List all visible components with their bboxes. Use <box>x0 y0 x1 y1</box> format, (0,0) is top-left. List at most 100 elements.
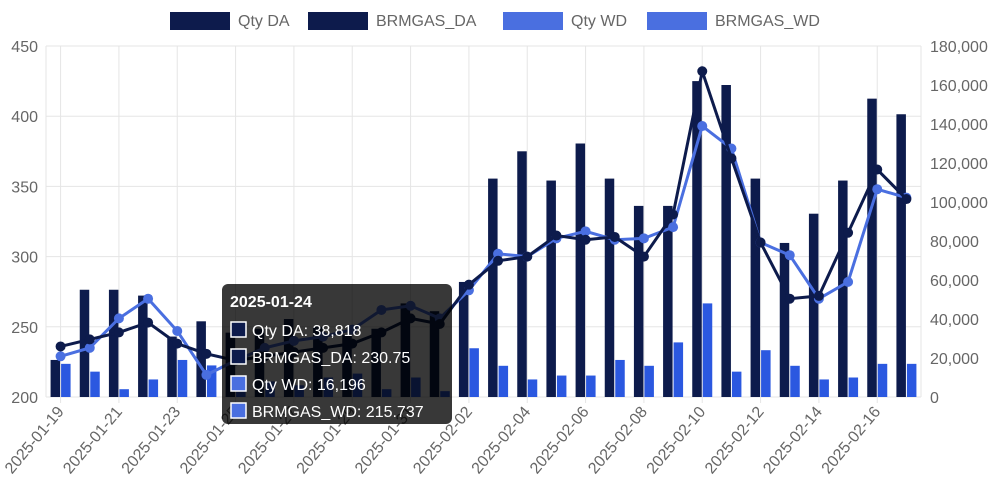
x-tick-label: 2025-01-21 <box>60 404 126 478</box>
bar-qty-da-2025-02-02 <box>458 281 469 397</box>
bar-qty-da-2025-02-11 <box>721 85 731 397</box>
x-tick-label: 2025-02-16 <box>819 404 885 478</box>
point-brmgas-da-2025-02-11 <box>726 153 737 164</box>
point-brmgas-wd-2025-02-15 <box>843 276 854 287</box>
bar-qty-da-2025-02-12 <box>750 178 761 397</box>
bar-qty-wd-2025-01-22 <box>148 379 159 397</box>
point-brmgas-da-2025-02-02 <box>463 279 474 290</box>
point-brmgas-wd-2025-02-16 <box>872 184 883 195</box>
bar-qty-da-2025-01-21 <box>108 289 119 397</box>
point-brmgas-da-2025-02-04 <box>522 251 533 262</box>
bar-qty-wd-2025-02-04 <box>527 379 538 397</box>
legend-label: Qty WD <box>571 13 627 30</box>
legend-item-brmgas-wd[interactable]: BRMGAS_WD <box>647 12 820 30</box>
bar-qty-da-2025-02-09 <box>663 205 673 397</box>
point-brmgas-wd-2025-02-06 <box>580 226 591 237</box>
point-brmgas-da-2025-02-12 <box>755 237 766 248</box>
grid-lines <box>45 45 922 403</box>
bar-qty-da-2025-01-24 <box>196 321 206 397</box>
bar-qty-wd-2025-02-09 <box>673 342 684 397</box>
bar-qty-wd-2025-02-13 <box>790 365 800 397</box>
bar-qty-wd-2025-02-03 <box>498 365 509 397</box>
y-right-tick-label: 180,000 <box>930 39 988 56</box>
legend-item-qty wd[interactable]: Qty WD <box>503 12 627 30</box>
bar-qty-da-2025-02-08 <box>633 205 644 397</box>
bar-series <box>50 81 917 398</box>
bar-qty-wd-2025-01-23 <box>177 359 188 397</box>
y-left-tick-label: 450 <box>11 39 38 56</box>
bar-qty-wd-2025-02-02 <box>469 348 479 397</box>
point-brmgas-da-2025-02-17 <box>901 194 912 205</box>
bar-qty-da-2025-02-17 <box>896 114 906 397</box>
point-brmgas-da-2025-01-22 <box>143 317 154 328</box>
legend-swatch <box>647 12 707 30</box>
tooltip-title: 2025-01-24 <box>230 294 312 311</box>
bar-qty-wd-2025-01-24 <box>206 365 217 397</box>
legend-swatch <box>308 12 368 30</box>
y-left-tick-label: 200 <box>11 390 38 407</box>
point-brmgas-da-2025-02-14 <box>813 290 824 301</box>
point-brmgas-wd-2025-02-03 <box>493 248 504 259</box>
tooltip-row: BRMGAS_DA: 230.75 <box>252 350 410 367</box>
y-left-tick-label: 400 <box>11 109 38 126</box>
point-brmgas-wd-2025-02-10 <box>697 121 708 132</box>
tooltip-box <box>222 284 452 424</box>
tooltip-row: Qty DA: 38,818 <box>252 323 361 340</box>
bar-qty-da-2025-02-06 <box>575 143 586 397</box>
point-brmgas-da-2025-02-13 <box>784 293 795 304</box>
tooltip-swatch <box>230 402 247 419</box>
point-brmgas-da-2025-02-10 <box>697 66 708 77</box>
legend-item-brmgas-da[interactable]: BRMGAS_DA <box>308 12 477 30</box>
legend-swatch <box>503 12 563 30</box>
y-right-tick-label: 80,000 <box>930 234 979 251</box>
bar-qty-wd-2025-02-16 <box>877 363 888 397</box>
point-brmgas-da-2025-02-09 <box>668 209 679 220</box>
bar-qty-wd-2025-02-10 <box>702 303 713 397</box>
x-tick-label: 2025-02-04 <box>469 404 535 478</box>
x-tick-label: 2025-01-23 <box>119 404 185 478</box>
bar-qty-da-2025-01-20 <box>79 289 90 397</box>
legend-label: BRMGAS_WD <box>715 13 820 30</box>
point-brmgas-wd-2025-01-21 <box>113 313 124 324</box>
bar-qty-wd-2025-02-06 <box>586 375 596 397</box>
point-brmgas-da-2025-01-21 <box>113 327 124 338</box>
point-brmgas-wd-2025-02-13 <box>784 250 795 261</box>
y-right-tick-label: 60,000 <box>930 273 979 290</box>
bar-qty-da-2025-02-16 <box>867 98 877 398</box>
x-tick-label: 2025-02-06 <box>527 404 593 478</box>
point-brmgas-da-2025-02-06 <box>580 234 591 245</box>
legend-label: BRMGAS_DA <box>376 13 477 30</box>
point-brmgas-wd-2025-01-23 <box>172 326 183 337</box>
point-brmgas-da-2025-02-07 <box>609 231 620 242</box>
hover-tooltip: 2025-01-24 Qty DA: 38,818 BRMGAS_DA: 230.7… <box>222 284 452 424</box>
y-left-tick-label: 300 <box>11 250 38 267</box>
legend-item-qty da[interactable]: Qty DA <box>170 12 290 30</box>
y-right-tick-label: 20,000 <box>930 351 979 368</box>
tooltip-row: BRMGAS_WD: 215.737 <box>252 404 424 421</box>
x-tick-label: 2025-02-12 <box>702 404 768 478</box>
chart-legend: Qty DA BRMGAS_DA Qty WD BRMGAS_WD <box>170 12 820 30</box>
bar-qty-wd-2025-02-15 <box>848 377 859 397</box>
x-tick-label: 2025-01-19 <box>2 404 68 478</box>
tooltip-swatch <box>230 375 247 392</box>
bar-qty-da-2025-02-03 <box>488 178 498 397</box>
y-right-tick-label: 140,000 <box>930 117 988 134</box>
tooltip-swatch <box>230 348 247 365</box>
y-right-tick-label: 0 <box>930 390 939 407</box>
bar-qty-wd-2025-02-14 <box>819 379 829 397</box>
point-brmgas-da-2025-02-05 <box>551 230 562 241</box>
point-brmgas-da-2025-01-24 <box>201 348 212 359</box>
point-brmgas-wd-2025-02-09 <box>668 222 679 233</box>
bar-qty-da-2025-02-10 <box>692 81 702 397</box>
bar-qty-wd-2025-02-11 <box>731 371 742 397</box>
y-right-tick-label: 120,000 <box>930 156 988 173</box>
bar-qty-wd-2025-02-08 <box>644 365 654 397</box>
point-brmgas-wd-2025-01-24 <box>201 369 212 380</box>
bar-qty-da-2025-02-07 <box>604 178 615 397</box>
point-brmgas-wd-2025-01-22 <box>143 293 154 304</box>
bar-qty-da-2025-02-13 <box>779 242 790 397</box>
x-tick-label: 2025-02-08 <box>585 404 651 478</box>
bar-qty-wd-2025-01-19 <box>61 363 71 397</box>
legend-swatch <box>170 12 230 30</box>
